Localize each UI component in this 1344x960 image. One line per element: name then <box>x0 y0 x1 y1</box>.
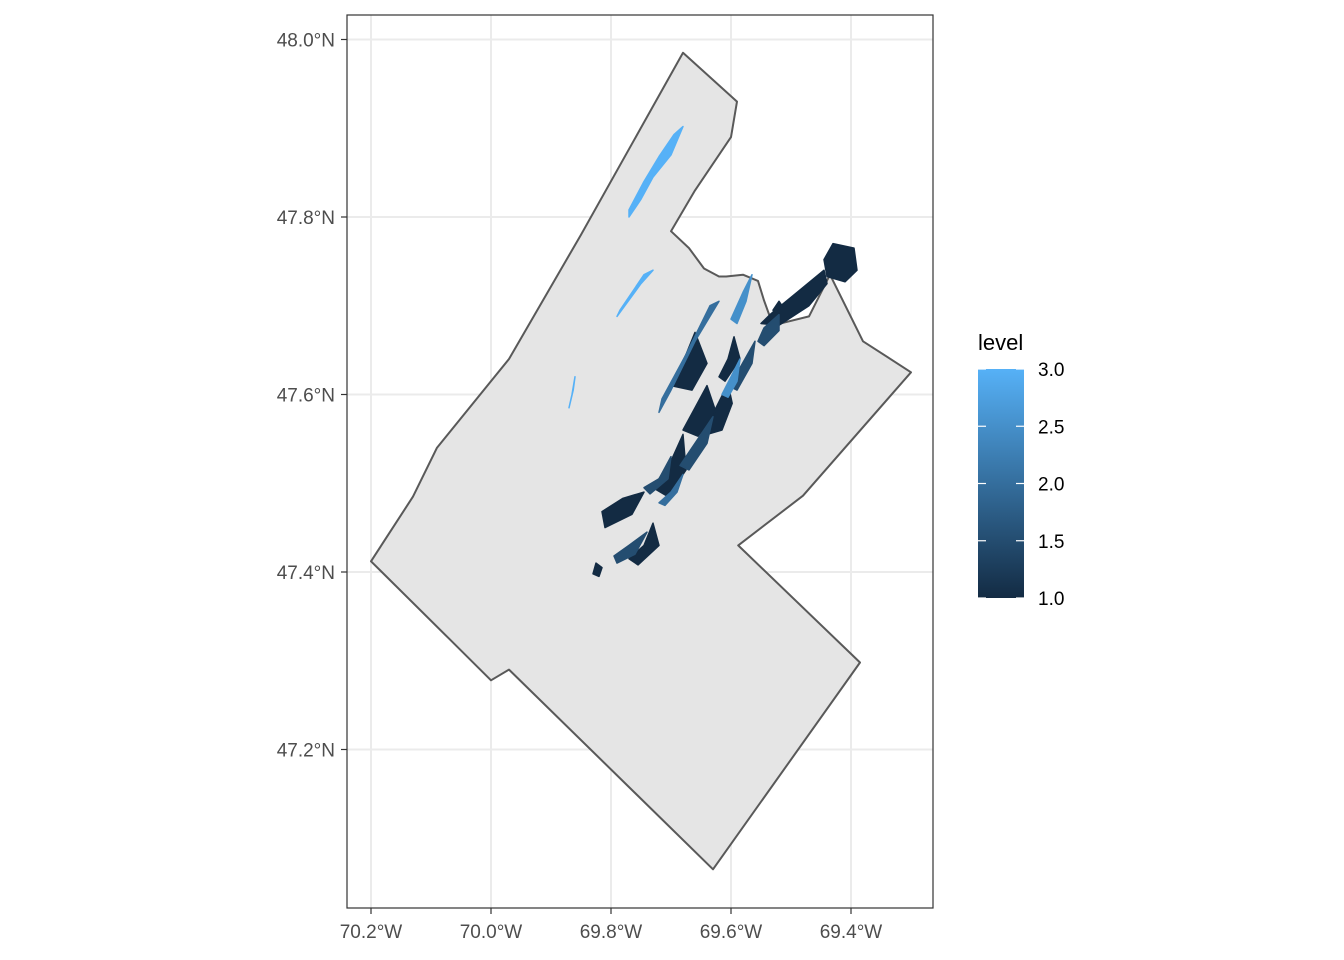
y-tick-label: 47.6°N <box>277 386 335 407</box>
legend-label: 2.0 <box>1038 475 1064 496</box>
level-patch <box>730 273 753 325</box>
level-patch <box>772 300 783 316</box>
level-patch <box>628 522 660 566</box>
legend: level 3.0 2.5 2.0 1.5 1.0 <box>978 330 1064 610</box>
level-patch <box>658 300 720 414</box>
level-patch <box>628 125 684 218</box>
level-patch <box>682 384 717 437</box>
level-patch <box>613 531 648 564</box>
x-tick-label: 70.2°W <box>340 922 403 943</box>
level-patch <box>718 336 741 382</box>
y-tick-label: 47.8°N <box>277 208 335 229</box>
level-patches <box>568 125 858 578</box>
legend-label: 3.0 <box>1038 360 1064 381</box>
x-tick-label: 69.4°W <box>820 922 883 943</box>
y-tick-label: 47.4°N <box>277 563 335 584</box>
level-patch <box>616 269 654 318</box>
legend-label: 1.5 <box>1038 532 1064 553</box>
x-tick-label: 70.0°W <box>460 922 523 943</box>
axes: 70.2°W 70.0°W 69.8°W 69.6°W 69.4°W 47.2°N 47.4… <box>277 31 883 944</box>
level-patch <box>757 313 780 347</box>
level-patch <box>643 455 672 495</box>
y-tick-label: 48.0°N <box>277 31 335 52</box>
legend-label: 1.0 <box>1038 589 1064 610</box>
level-patch <box>823 242 858 283</box>
level-patch <box>658 473 684 507</box>
legend-ticks: 3.0 2.5 2.0 1.5 1.0 <box>978 360 1064 610</box>
level-patch <box>721 358 741 398</box>
legend-title: level <box>978 330 1023 355</box>
panel-border <box>346 14 934 909</box>
x-tick-label: 69.8°W <box>580 922 643 943</box>
level-patch <box>568 376 576 409</box>
region-boundary <box>370 51 912 871</box>
region-layer <box>370 51 912 871</box>
y-tick-label: 47.2°N <box>277 741 335 762</box>
level-patch <box>601 491 645 529</box>
legend-label: 2.5 <box>1038 417 1064 438</box>
level-patch <box>592 562 603 578</box>
level-patch <box>679 415 714 471</box>
x-tick-label: 69.6°W <box>700 922 763 943</box>
